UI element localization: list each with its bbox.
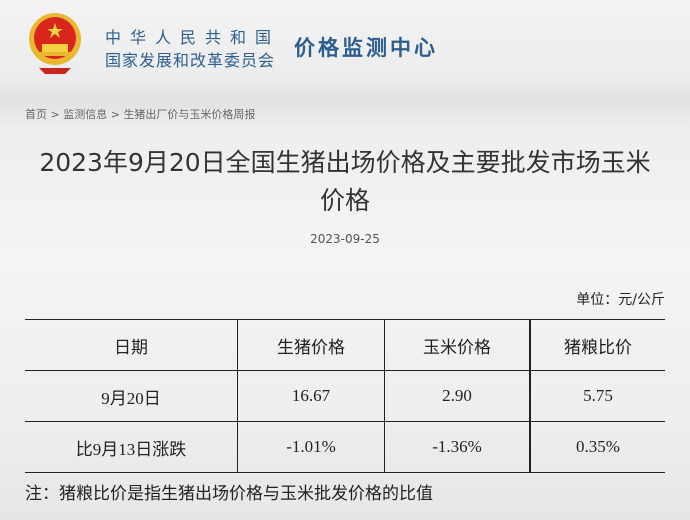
table-row: 9月20日 16.67 2.90 5.75 — [25, 370, 665, 422]
national-emblem-icon — [29, 13, 81, 74]
breadcrumb-monitoring[interactable]: 监测信息 — [63, 108, 108, 121]
table-cell: 9月20日 — [25, 370, 238, 422]
price-table: 日期 生猪价格 玉米价格 猪粮比价 9月20日 16.67 2.90 5.75 … — [25, 319, 665, 473]
table-cell: 0.35% — [529, 421, 665, 473]
breadcrumb-home[interactable]: 首页 — [25, 108, 47, 121]
table-cell: -1.01% — [237, 421, 385, 473]
publish-date: 2023-09-25 — [310, 232, 380, 246]
page-title: 2023年9月20日全国生猪出场价格及主要批发市场玉米价格 — [39, 148, 651, 215]
org-name-line2: 国家发展和改革委员会 — [105, 51, 276, 70]
header-cell: 日期 — [25, 319, 238, 371]
unit-label: 单位：元/公斤 — [576, 292, 665, 308]
breadcrumb: 首页 > 监测信息 > 生猪出厂价与玉米价格周报 — [25, 106, 255, 122]
breadcrumb-separator: > — [50, 108, 60, 121]
header-cell: 猪粮比价 — [529, 319, 665, 371]
breadcrumb-weekly-report[interactable]: 生猪出厂价与玉米价格周报 — [123, 108, 256, 121]
table-row: 比9月13日涨跌 -1.01% -1.36% 0.35% — [25, 421, 665, 473]
table-cell: 16.67 — [237, 370, 385, 422]
table-cell: -1.36% — [384, 421, 530, 473]
table-cell: 比9月13日涨跌 — [25, 421, 238, 473]
header-cell: 玉米价格 — [384, 319, 530, 371]
table-cell: 2.90 — [384, 370, 530, 422]
org-name-line1: 中华人民共和国 — [105, 28, 281, 47]
site-name[interactable]: 价格监测中心 — [294, 36, 438, 60]
table-note: 注：猪粮比价是指生猪出场价格与玉米批发价格的比值 — [25, 484, 433, 504]
table-header-row: 日期 生猪价格 玉米价格 猪粮比价 — [25, 319, 665, 371]
breadcrumb-separator: > — [110, 108, 120, 121]
header-cell: 生猪价格 — [237, 319, 385, 371]
table-cell: 5.75 — [529, 370, 665, 422]
